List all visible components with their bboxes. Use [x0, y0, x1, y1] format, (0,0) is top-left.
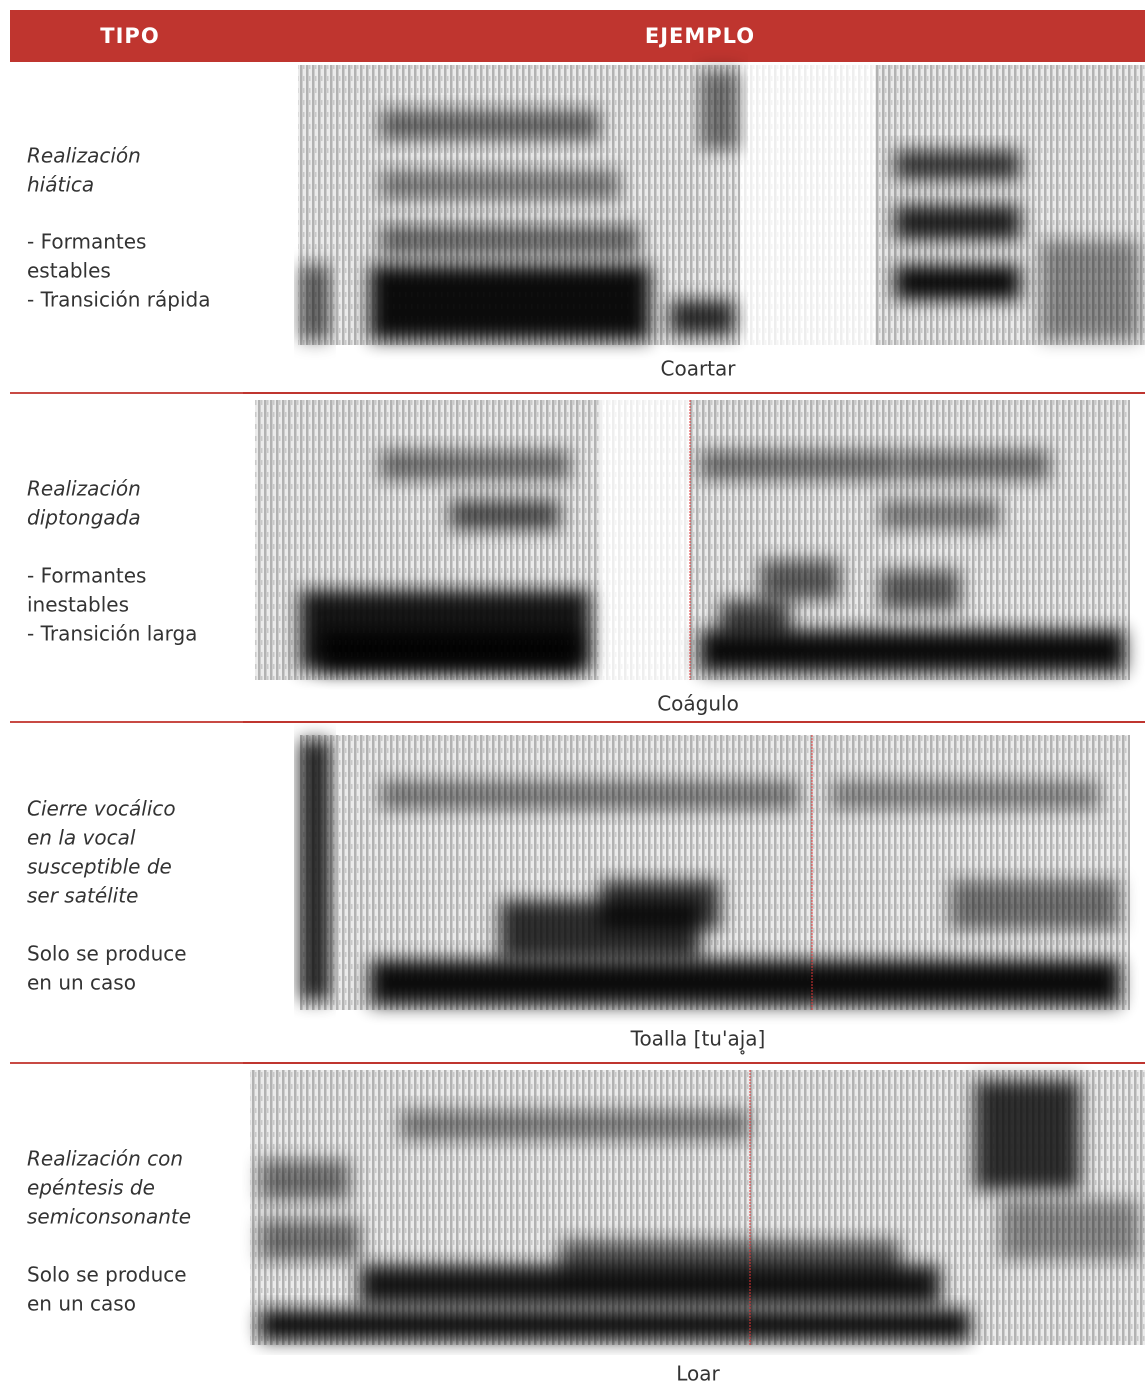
- type-text: epéntesis de: [27, 1176, 155, 1200]
- type-text: Cierre vocálico: [27, 797, 176, 821]
- spectrum-texture: [255, 400, 1130, 680]
- spectrogram: [298, 65, 1145, 345]
- note-text: Solo se produce: [27, 1263, 187, 1287]
- type-text: Realización: [27, 144, 141, 168]
- caption: Loar: [676, 1362, 720, 1386]
- spectrogram: [255, 400, 1130, 680]
- type-text: hiática: [27, 173, 94, 197]
- note-text: - Transición rápida: [27, 288, 211, 312]
- type-text: ser satélite: [27, 884, 138, 908]
- type-text: susceptible de: [27, 855, 172, 879]
- type-text: diptongada: [27, 506, 141, 530]
- caption: Coartar: [661, 357, 737, 381]
- type-text: semiconsonante: [27, 1205, 191, 1229]
- note-text: inestables: [27, 593, 129, 617]
- caption: Coágulo: [657, 692, 739, 716]
- type-text: en la vocal: [27, 826, 136, 850]
- note-text: - Formantes: [27, 230, 146, 254]
- note-text: en un caso: [27, 1292, 136, 1316]
- note-text: estables: [27, 259, 111, 283]
- spectrum-texture: [298, 65, 1145, 345]
- note-text: en un caso: [27, 971, 136, 995]
- type-text: Realización: [27, 477, 141, 501]
- type-text: Realización con: [27, 1147, 183, 1171]
- header-cell: TIPO: [100, 24, 159, 48]
- spectrum-texture: [250, 1070, 1145, 1345]
- caption: Toalla [tu'aj̥a]: [630, 1027, 766, 1056]
- spectrogram: [300, 735, 1130, 1010]
- spectrogram: [250, 1070, 1145, 1345]
- spectrum-texture: [300, 735, 1130, 1010]
- header-cell: EJEMPLO: [645, 24, 755, 48]
- header-bar: [10, 10, 1145, 62]
- note-text: Solo se produce: [27, 942, 187, 966]
- note-text: - Transición larga: [27, 622, 197, 646]
- note-text: - Formantes: [27, 564, 146, 588]
